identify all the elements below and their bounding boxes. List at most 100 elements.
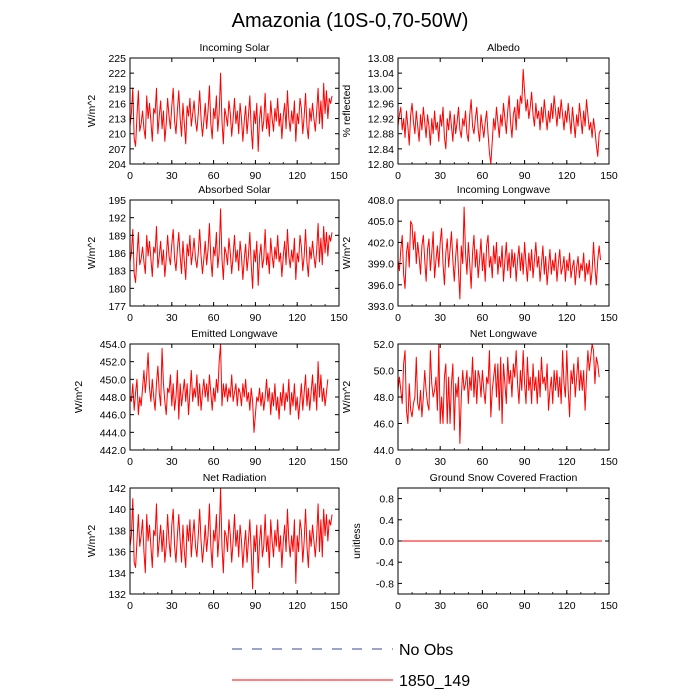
y-tick-label: 13.08 [368,53,394,65]
x-tick-label: 150 [330,312,348,324]
panel-net-radiation: Net Radiation W/m^2 0 30 60 90 120 150 132 134 136… [86,472,348,612]
y-tick-label: 52.0 [374,339,395,351]
x-tick-label: 0 [395,312,401,324]
x-tick-label: 150 [600,600,618,612]
x-tick-label: 30 [434,170,446,182]
x-tick-label: 150 [600,456,618,468]
y-tick-label: 142 [108,483,126,495]
x-tick-label: 0 [127,600,133,612]
x-tick-label: 150 [330,170,348,182]
plot-frame [129,487,340,595]
y-tick-label: 454.0 [100,339,126,351]
x-tick-label: 0 [395,600,401,612]
y-tick-label: 12.92 [368,114,394,126]
y-axis-label: unitless [351,523,363,559]
x-tick-label: 150 [600,170,618,182]
panel-title: Emitted Longwave [191,328,278,340]
y-tick-label: 452.0 [100,357,126,369]
x-tick-label: 30 [166,600,178,612]
x-tick-label: 60 [208,600,220,612]
x-tick-label: 120 [288,456,306,468]
x-tick-label: 90 [519,456,531,468]
x-tick-label: 120 [558,600,576,612]
plot-frame [129,57,340,165]
x-tick-label: 90 [519,170,531,182]
series-line-1850-149 [130,344,329,433]
y-axis-label: W/m^2 [73,381,85,414]
panel-albedo: Albedo % reflected 0 30 60 90 120 150 12.80 12.84… [341,42,618,182]
x-tick-label: 30 [166,170,178,182]
panel-title: Incoming Longwave [457,184,551,196]
y-tick-label: 207 [108,144,126,156]
x-tick-label: 30 [166,312,178,324]
x-tick-label: 0 [395,170,401,182]
y-tick-label: 402.0 [368,237,394,249]
y-tick-label: 0.0 [379,536,394,548]
plot-frame [397,199,610,307]
y-tick-label: 446.0 [100,410,126,422]
series-line-1850-149 [130,72,333,152]
y-tick-label: 46.0 [374,419,395,431]
x-tick-label: 30 [166,456,178,468]
legend-label-1850-149: 1850_149 [399,673,470,690]
x-tick-label: 60 [477,456,489,468]
x-tick-label: 120 [288,312,306,324]
y-tick-label: 13.00 [368,83,394,95]
panel-ground-snow-covered-fraction: Ground Snow Covered Fraction unitless 0 30 6… [351,472,618,612]
series-line-1850-149 [398,206,602,300]
panel-absorbed-solar: Absorbed Solar W/m^2 0 30 60 90 120 150 177 180 18… [86,184,348,324]
x-tick-label: 90 [250,456,262,468]
panel-net-longwave: Net Longwave W/m^2 0 30 60 90 120 150 44.0 46.0 48… [341,328,618,468]
legend-label-no-obs: No Obs [399,642,453,659]
x-tick-label: 60 [208,312,220,324]
y-tick-label: 216 [108,98,126,110]
y-axis-label: W/m^2 [341,237,353,270]
x-tick-label: 30 [434,312,446,324]
x-tick-label: 90 [250,170,262,182]
y-tick-label: 132 [108,589,126,601]
panels: Incoming Solar W/m^2 0 30 60 90 120 150 204 207 21… [73,42,618,612]
series-line-1850-149 [398,344,600,444]
x-tick-label: 30 [434,600,446,612]
y-tick-label: 136 [108,547,126,559]
x-tick-label: 60 [477,600,489,612]
panel-title: Absorbed Solar [198,184,271,196]
x-tick-label: 60 [477,170,489,182]
y-axis-label: W/m^2 [86,95,98,128]
x-tick-label: 120 [288,170,306,182]
y-tick-label: 396.0 [368,280,394,292]
panel-title: Net Radiation [203,472,267,484]
y-tick-label: 12.96 [368,98,394,110]
y-tick-label: 210 [108,129,126,141]
x-tick-label: 120 [558,456,576,468]
y-tick-label: 44.0 [374,445,395,457]
y-axis-label: W/m^2 [86,525,98,558]
y-tick-label: 12.84 [368,144,394,156]
x-tick-label: 60 [208,456,220,468]
y-tick-label: 222 [108,68,126,80]
y-tick-label: 450.0 [100,374,126,386]
y-tick-label: 192 [108,213,126,225]
series-line-1850-149 [130,208,333,289]
y-tick-label: 444.0 [100,427,126,439]
y-tick-label: 408.0 [368,195,394,207]
y-tick-label: 225 [108,53,126,65]
x-tick-label: 150 [330,600,348,612]
series-line-1850-149 [398,68,602,164]
panel-title: Albedo [487,42,520,54]
x-tick-label: 90 [519,312,531,324]
x-tick-label: 0 [127,312,133,324]
x-tick-label: 120 [288,600,306,612]
x-tick-label: 90 [250,600,262,612]
panel-incoming-solar: Incoming Solar W/m^2 0 30 60 90 120 150 204 207 21… [86,42,348,182]
panel-emitted-longwave: Emitted Longwave W/m^2 0 30 60 90 120 150 442.0 4… [73,328,348,468]
y-tick-label: 183 [108,266,126,278]
x-tick-label: 120 [558,170,576,182]
y-tick-label: 405.0 [368,216,394,228]
y-axis-label: % reflected [341,85,353,138]
y-axis-label: W/m^2 [341,381,353,414]
y-tick-label: 399.0 [368,259,394,271]
legend: No Obs 1850_149 [232,642,470,690]
y-tick-label: 134 [108,568,126,580]
x-tick-label: 120 [558,312,576,324]
